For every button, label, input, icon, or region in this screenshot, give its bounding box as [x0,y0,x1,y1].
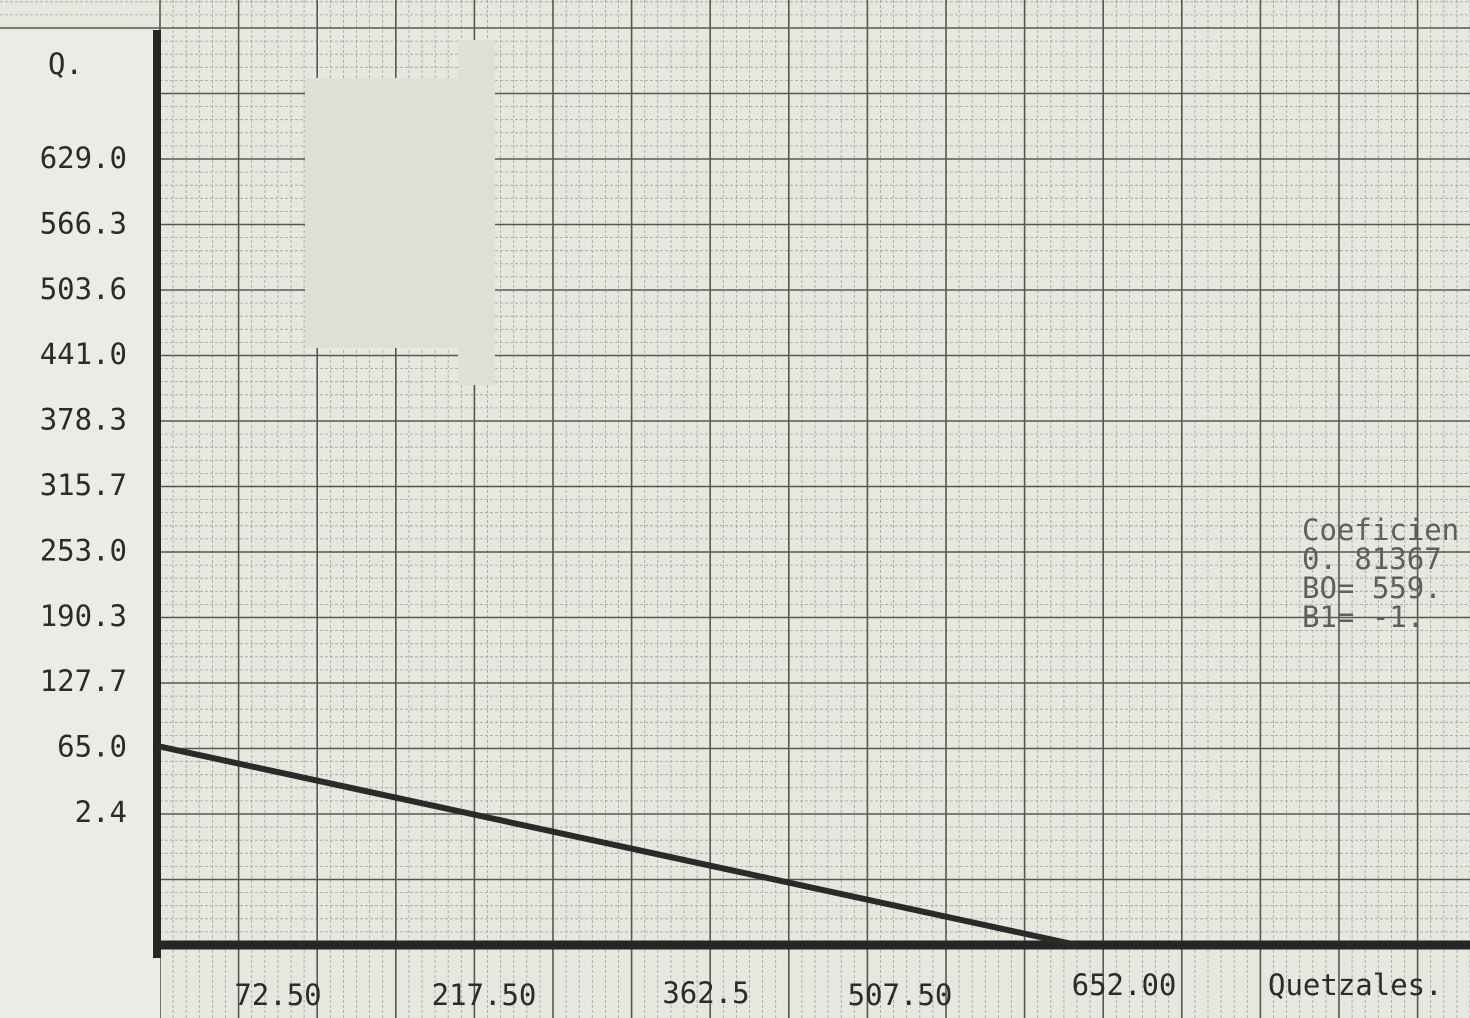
x-tick-label: 362.5 [662,976,749,1010]
y-tick-label: 65.0 [57,730,127,764]
y-tick-labels: 629.0 566.3 503.6 441.0 378.3 315.7 253.0 190.3… [40,141,127,829]
annotation-line: Coeficien [1302,513,1459,547]
x-tick-label: 72.50 [234,978,321,1012]
series-layer [157,743,1080,948]
erased-patch [458,40,495,385]
x-tick-label: 217.50 [432,978,537,1012]
x-tick-label: 652.00 [1072,968,1177,1002]
y-tick-label: 253.0 [40,533,127,567]
y-tick-label: 2.4 [75,795,127,829]
series-line [157,743,1080,948]
tick-label-strip [0,30,160,1018]
y-axis-label: Q. [48,47,83,81]
y-tick-label: 503.6 [40,272,127,306]
y-tick-label: 378.3 [40,403,127,437]
y-tick-label: 127.7 [40,664,127,698]
y-tick-label: 190.3 [40,599,127,633]
x-axis-label: Quetzales. [1268,968,1443,1002]
annotation-line: 0. 81367 [1302,542,1442,576]
annotation-line: B1= -1. [1302,600,1424,634]
y-tick-label: 629.0 [40,141,127,175]
annotation-line: BO= 559. [1302,571,1442,605]
x-tick-label: 507.50 [848,978,953,1012]
x-tick-labels: 72.50 217.50 362.5 507.50 652.00 [234,968,1176,1012]
y-tick-label: 315.7 [40,468,127,502]
y-tick-label: 566.3 [40,206,127,240]
y-tick-label: 441.0 [40,337,127,371]
